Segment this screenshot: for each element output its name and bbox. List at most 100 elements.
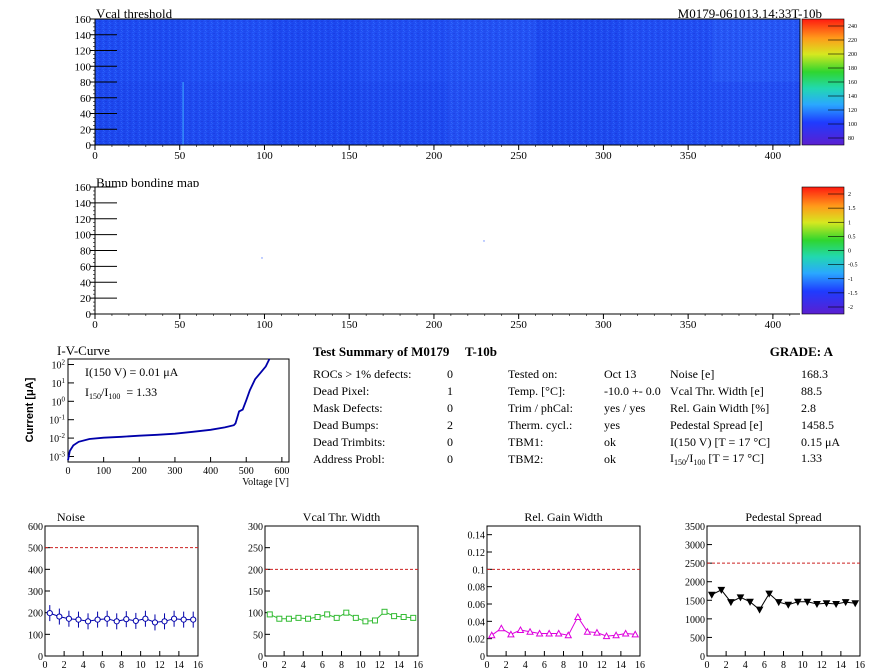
test-value: ok xyxy=(604,452,616,466)
trend-xtick-label: 8 xyxy=(561,660,566,671)
result-value: 2.8 xyxy=(801,401,816,415)
palette-label: 1.5 xyxy=(848,206,856,212)
trend-ytick-label: 2500 xyxy=(685,559,705,570)
trend-point xyxy=(400,614,407,620)
trend-point xyxy=(545,629,553,637)
trend-xtick-label: 10 xyxy=(798,660,808,671)
trend-point xyxy=(113,618,120,625)
trend-ytick-label: 0 xyxy=(700,652,705,663)
iv-ratio-label: I150/I100 = 1.33 xyxy=(85,385,157,401)
map-xtick-label: 200 xyxy=(426,150,443,162)
palette-label: 1 xyxy=(848,220,851,226)
trend-xtick-label: 0 xyxy=(43,660,48,671)
defect-label: Dead Trimbits: xyxy=(313,435,385,449)
trend-point xyxy=(170,615,178,622)
trend-title: Vcal Thr. Width xyxy=(303,510,380,524)
map2-area xyxy=(95,187,800,314)
map-xtick-label: 350 xyxy=(680,319,697,331)
trend-ytick-label: 2000 xyxy=(685,578,705,589)
trend-xtick-label: 16 xyxy=(193,660,203,671)
map-ytick-label: 0 xyxy=(86,309,92,321)
test-label: Temp. [°C]: xyxy=(508,384,565,398)
trend-point xyxy=(56,613,63,620)
map1-tiles xyxy=(95,19,801,146)
defect-label: Address Probl: xyxy=(313,452,385,466)
trend-point xyxy=(142,615,149,622)
map-ytick-label: 140 xyxy=(75,30,92,42)
trend-ytick-label: 0.04 xyxy=(468,617,486,628)
trend-xtick-label: 2 xyxy=(282,660,287,671)
roc-tile-noise xyxy=(711,82,801,146)
trend-series-line xyxy=(49,612,194,623)
trend-point xyxy=(352,614,359,621)
test-label: Trim / phCal: xyxy=(508,401,573,415)
trend-point xyxy=(410,614,417,621)
trend-point xyxy=(583,627,592,635)
module-id: M0179-061013.14:33T-10b xyxy=(678,6,822,21)
trend-xtick-label: 14 xyxy=(616,660,626,671)
result-value: 0.15 μA xyxy=(801,435,840,449)
trend-point xyxy=(161,618,168,625)
roc-tile-noise xyxy=(623,82,713,146)
iv-xtick-label: 100 xyxy=(96,466,111,477)
palette-label: 160 xyxy=(848,80,857,86)
iv-xtick-label: 200 xyxy=(132,466,147,477)
vcal-threshold-map: Vcal threshold M0179-061013.14:33T-10b 0… xyxy=(75,6,858,162)
palette-label: -1 xyxy=(848,277,853,283)
trend-xtick-label: 10 xyxy=(356,660,366,671)
defect-label: Mask Defects: xyxy=(313,401,383,415)
map-xtick-label: 50 xyxy=(174,150,186,162)
map-xtick-label: 250 xyxy=(510,150,527,162)
roc-tile-noise xyxy=(183,19,272,83)
trend-xtick-label: 6 xyxy=(542,660,547,671)
trend-ytick-label: 600 xyxy=(28,522,43,533)
map-ytick-label: 160 xyxy=(75,14,92,26)
trend-ytick-label: 0.06 xyxy=(468,600,486,611)
trend-point xyxy=(765,590,773,598)
trend-ytick-label: 0.12 xyxy=(468,548,486,559)
iv-xtick-label: 500 xyxy=(239,466,254,477)
test-label: Therm. cycl.: xyxy=(508,418,572,432)
trend-xtick-label: 0 xyxy=(705,660,710,671)
trend-ytick-label: 3000 xyxy=(685,541,705,552)
defect-label: Dead Bumps: xyxy=(313,418,379,432)
trend-point xyxy=(602,632,611,640)
trend-xtick-label: 6 xyxy=(762,660,767,671)
palette-label: 100 xyxy=(848,122,857,128)
iv-ytick-label: 10-2 xyxy=(49,432,65,445)
trend-ytick-label: 150 xyxy=(248,587,263,598)
map1-axes: 0 50 100 150 200 250 300 350 400 0 20 40 60 80 100 120 1… xyxy=(75,14,791,162)
trend-xtick-label: 4 xyxy=(301,660,306,671)
map-xtick-label: 0 xyxy=(92,319,98,331)
trend-xtick-label: 16 xyxy=(635,660,645,671)
result-label: I(150 V) [T = 17 °C] xyxy=(670,435,770,449)
map-xtick-label: 400 xyxy=(765,319,782,331)
trend-point xyxy=(593,628,601,636)
test-value: yes xyxy=(604,418,620,432)
iv-xtick-label: 300 xyxy=(167,466,182,477)
trend-point xyxy=(516,625,525,633)
trend-point xyxy=(190,616,197,623)
trend-ytick-label: 0.02 xyxy=(468,635,486,646)
trend-ytick-label: 300 xyxy=(248,522,263,533)
map-ytick-label: 40 xyxy=(80,109,92,121)
map2-title: Bump bonding map xyxy=(96,175,199,190)
map-ytick-label: 100 xyxy=(75,230,92,242)
map-xtick-label: 0 xyxy=(92,150,98,162)
trend-xtick-label: 2 xyxy=(504,660,509,671)
map1-palette-labels: 80 100 120 140 160 180 200 220 240 xyxy=(828,24,857,142)
map-ytick-label: 160 xyxy=(75,182,92,194)
trend-ytick-label: 250 xyxy=(248,544,263,555)
trend-title: Pedestal Spread xyxy=(745,510,821,524)
map-xtick-label: 300 xyxy=(595,319,612,331)
roc-tile-noise xyxy=(535,19,625,83)
result-value: 1458.5 xyxy=(801,418,834,432)
result-label: Rel. Gain Width [%] xyxy=(670,401,769,415)
trend-point xyxy=(621,629,630,637)
iv-xtick-label: 0 xyxy=(66,466,71,477)
trend-point xyxy=(574,612,582,620)
map-ytick-label: 140 xyxy=(75,198,92,210)
trend-point xyxy=(46,610,53,617)
trend-title: Noise xyxy=(57,510,85,524)
test-summary-panel: Test Summary of M0179 T-10b GRADE: A ROC… xyxy=(313,344,840,467)
